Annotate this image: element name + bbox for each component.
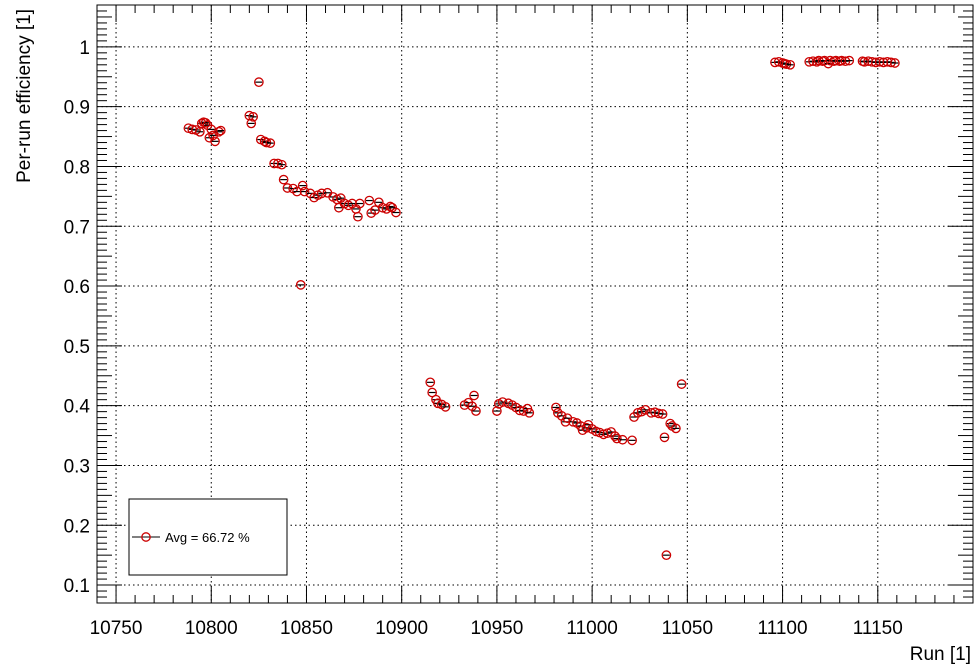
legend-marker [141, 532, 151, 542]
data-point [524, 407, 535, 418]
data-point [297, 180, 308, 191]
data-point [364, 195, 375, 206]
x-tick-label: 11150 [853, 618, 903, 639]
legend-label: Avg = 66.72 % [165, 530, 250, 545]
data-point [471, 406, 481, 416]
y-tick-label: 0.6 [64, 277, 90, 298]
data-point [322, 187, 333, 198]
y-tick-label: 0.7 [64, 217, 90, 238]
data-point [353, 211, 363, 222]
x-tick-label: 10850 [280, 618, 333, 639]
data-point [617, 434, 628, 445]
data-point [659, 432, 670, 443]
x-tick-label: 11100 [758, 618, 808, 639]
data-point [265, 138, 276, 148]
x-tick-label: 10750 [90, 618, 143, 639]
data-point [551, 402, 561, 413]
x-tick-labels: 10750 10800 10850 10900 10950 11000 11050 11100… [90, 618, 903, 639]
data-point [295, 280, 306, 290]
data-points [183, 55, 900, 561]
data-point [671, 423, 681, 434]
data-point [676, 379, 687, 389]
data-point [661, 550, 672, 561]
x-tick-label: 11050 [662, 618, 713, 639]
data-point [890, 58, 900, 68]
data-point [276, 159, 287, 170]
x-axis-title: Run [1] [910, 644, 971, 665]
data-point [425, 377, 436, 388]
data-point [278, 174, 289, 185]
data-point [469, 390, 479, 401]
y-tick-labels: 0.1 0.2 0.3 0.4 0.5 0.6 0.7 0.8 0.9 1 [64, 38, 91, 597]
data-point [210, 136, 220, 147]
data-point [785, 59, 796, 70]
data-point [391, 207, 401, 218]
data-point [354, 198, 365, 209]
data-point [215, 125, 226, 136]
y-tick-label: 0.8 [64, 157, 90, 178]
x-tick-label: 10800 [185, 618, 238, 639]
legend: Avg = 66.72 % [128, 498, 288, 576]
data-point [627, 435, 637, 446]
y-tick-label: 0.9 [64, 98, 90, 119]
x-tick-label: 10900 [375, 618, 428, 639]
x-tick-label: 11000 [566, 618, 617, 639]
data-point [254, 77, 264, 87]
data-point [246, 118, 257, 129]
data-point [292, 186, 302, 197]
y-tick-label: 0.4 [64, 397, 91, 418]
y-tick-label: 0.2 [64, 516, 90, 537]
data-point [440, 402, 451, 412]
y-tick-label: 0.3 [64, 456, 90, 477]
y-axis-title: Per-run efficiency [1] [14, 9, 35, 183]
data-point [844, 55, 855, 66]
data-point [334, 202, 344, 213]
y-tick-label: 0.5 [64, 337, 90, 358]
data-point [248, 111, 259, 122]
data-point [657, 409, 668, 419]
axis-ticks [96, 5, 974, 603]
grid-lines [97, 5, 973, 603]
data-point [492, 406, 502, 416]
x-tick-label: 10950 [470, 618, 523, 639]
y-tick-label: 0.1 [64, 576, 90, 597]
y-tick-label: 1 [79, 38, 90, 59]
